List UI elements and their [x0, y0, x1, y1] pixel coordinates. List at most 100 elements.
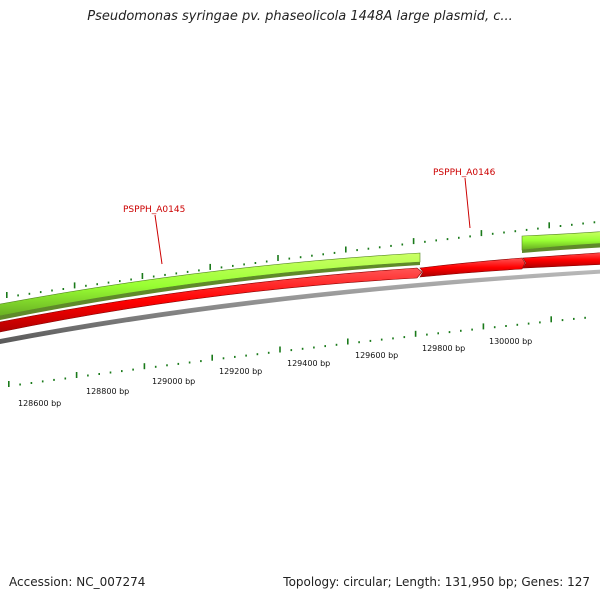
minor-tick	[311, 254, 313, 257]
minor-tick	[424, 240, 426, 243]
minor-tick	[265, 260, 268, 263]
scale-label: 128600 bp	[18, 399, 61, 408]
minor-tick	[188, 361, 191, 364]
major-tick	[345, 246, 347, 253]
minor-tick	[41, 380, 44, 383]
inner-tick-ring	[8, 316, 586, 387]
minor-tick	[525, 228, 528, 231]
minor-tick	[516, 323, 519, 326]
minor-tick	[267, 351, 270, 354]
minor-tick	[175, 272, 178, 275]
minor-tick	[378, 246, 381, 249]
major-tick	[412, 238, 415, 245]
minor-tick	[220, 266, 223, 269]
minor-tick	[324, 345, 326, 348]
major-tick	[141, 273, 144, 279]
minor-tick	[358, 341, 360, 344]
gene-leader-line	[154, 214, 163, 265]
minor-tick	[200, 360, 202, 363]
scale-label: 129800 bp	[422, 344, 465, 353]
minor-tick	[243, 263, 245, 266]
major-tick	[211, 354, 213, 361]
scale-label: 129600 bp	[355, 351, 398, 360]
minor-tick	[17, 294, 19, 297]
topology-summary: Topology: circular; Length: 131,950 bp; …	[283, 575, 590, 589]
minor-tick	[98, 373, 100, 375]
major-tick	[6, 292, 8, 298]
minor-tick	[493, 326, 496, 329]
reverse-strand-feature[interactable]	[419, 257, 526, 278]
minor-tick	[30, 382, 33, 384]
minor-tick	[254, 262, 257, 264]
minor-tick	[469, 235, 471, 238]
minor-tick	[584, 316, 586, 319]
minor-tick	[39, 291, 42, 294]
minor-tick	[256, 353, 259, 356]
minor-tick	[514, 230, 517, 233]
minor-tick	[107, 281, 110, 284]
minor-tick	[491, 232, 494, 235]
scale-label: 130000 bp	[489, 337, 532, 346]
minor-tick	[333, 251, 336, 254]
minor-tick	[505, 325, 507, 327]
major-tick	[209, 263, 211, 270]
minor-tick	[85, 284, 87, 287]
minor-tick	[527, 322, 530, 325]
forward-strand-shadow	[522, 243, 600, 253]
scale-label: 129000 bp	[152, 377, 195, 386]
scale-label: 129200 bp	[219, 367, 262, 376]
minor-tick	[186, 270, 189, 273]
minor-tick	[19, 383, 21, 386]
minor-tick	[109, 371, 112, 374]
minor-tick	[559, 225, 562, 227]
minor-tick	[539, 321, 541, 324]
major-tick	[550, 316, 552, 323]
minor-tick	[593, 221, 596, 224]
scale-label: 129400 bp	[287, 359, 330, 368]
minor-tick	[582, 222, 584, 225]
plasmid-backbone	[0, 269, 600, 345]
minor-tick	[51, 289, 53, 292]
major-tick	[75, 372, 78, 378]
minor-tick	[245, 354, 247, 357]
minor-tick	[369, 339, 372, 342]
minor-tick	[390, 244, 392, 247]
major-tick	[277, 255, 279, 261]
minor-tick	[335, 343, 338, 346]
minor-tick	[448, 331, 451, 334]
minor-tick	[403, 336, 406, 339]
accession-label: Accession: NC_007274	[9, 575, 146, 589]
minor-tick	[299, 256, 302, 259]
minor-tick	[561, 319, 564, 322]
major-tick	[8, 381, 10, 387]
gene-label-a0146[interactable]: PSPPH_A0146	[433, 168, 496, 178]
minor-tick	[290, 349, 293, 352]
minor-tick	[313, 346, 315, 349]
minor-tick	[437, 332, 439, 335]
minor-tick	[130, 278, 132, 281]
map-title: Pseudomonas syringae pv. phaseolicola 14…	[87, 9, 513, 24]
minor-tick	[222, 357, 225, 360]
minor-tick	[232, 264, 234, 267]
reverse-strand-feature[interactable]	[0, 267, 423, 334]
minor-tick	[573, 317, 575, 320]
forward-strand-shadow	[0, 262, 420, 320]
minor-tick	[503, 231, 505, 234]
minor-tick	[446, 238, 449, 241]
major-tick	[143, 363, 146, 370]
minor-tick	[537, 227, 539, 230]
minor-tick	[458, 236, 460, 239]
minor-tick	[380, 338, 383, 341]
minor-tick	[322, 253, 324, 256]
gene-label-a0145[interactable]: PSPPH_A0145	[123, 205, 185, 215]
minor-tick	[53, 378, 55, 381]
minor-tick	[234, 355, 236, 358]
reverse-strand-feature[interactable]	[522, 252, 600, 269]
minor-tick	[177, 362, 180, 365]
major-tick	[279, 346, 281, 353]
minor-tick	[426, 333, 428, 336]
minor-tick	[401, 243, 404, 246]
minor-tick	[64, 377, 67, 380]
minor-tick	[164, 273, 166, 276]
